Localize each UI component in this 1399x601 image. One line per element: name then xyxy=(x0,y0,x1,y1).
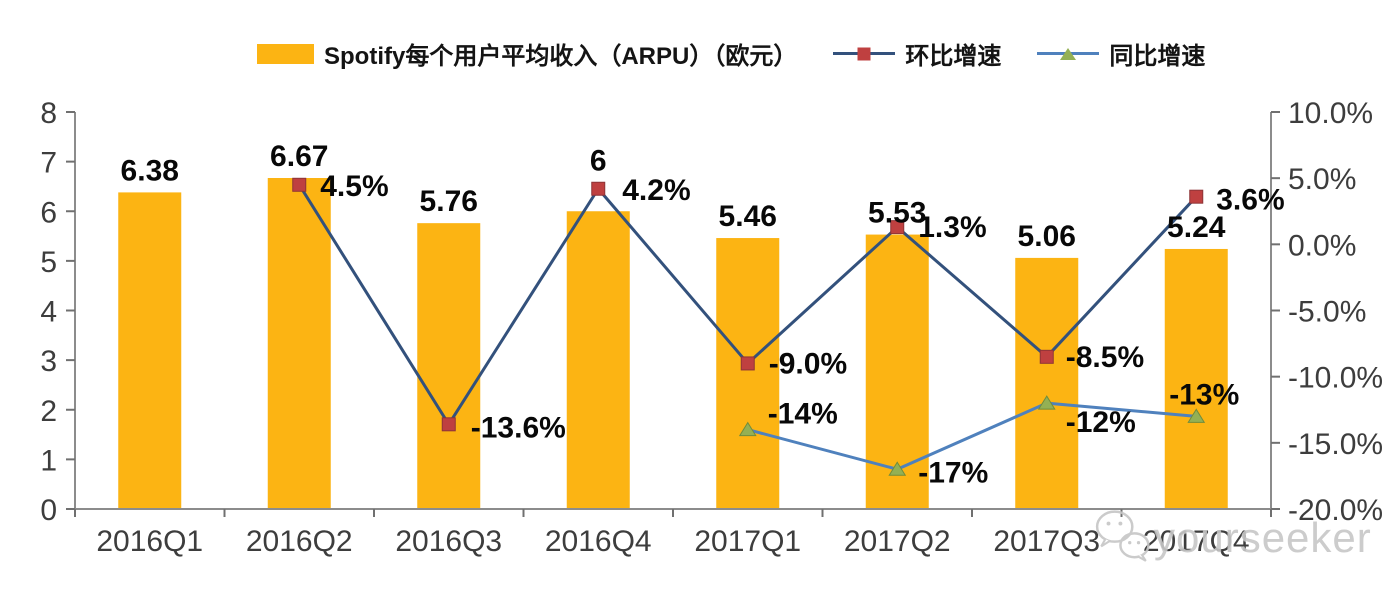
x-label-2017Q2: 2017Q2 xyxy=(844,525,951,558)
triangle-marker-icon xyxy=(738,421,757,437)
line-triangle-swatch-icon xyxy=(1037,44,1100,64)
x-label-2017Q3: 2017Q3 xyxy=(993,525,1100,558)
legend-item-qoq-growth: 环比增速 xyxy=(833,36,1001,71)
x-label-2016Q2: 2016Q2 xyxy=(246,525,353,558)
left-axis-tick-label: 2 xyxy=(40,395,57,428)
square-marker-icon xyxy=(1039,349,1054,364)
point-label-环比增速: 4.5% xyxy=(320,170,388,203)
x-label-2016Q4: 2016Q4 xyxy=(545,525,652,558)
square-marker-icon xyxy=(890,220,905,235)
left-axis-tick-label: 3 xyxy=(40,345,57,378)
triangle-marker-icon xyxy=(1060,47,1077,60)
x-label-2017Q4: 2017Q4 xyxy=(1143,525,1250,558)
right-axis-tick-label: -5.0% xyxy=(1288,296,1366,329)
legend-label-arpu: Spotify每个用户平均收入（ARPU）（欧元） xyxy=(324,43,798,70)
right-axis-tick-label: 5.0% xyxy=(1288,163,1356,196)
bar-label-2016Q2: 6.67 xyxy=(270,140,328,173)
square-marker-icon xyxy=(591,181,606,196)
line-square-swatch-icon xyxy=(833,44,896,64)
point-label-同比增速: -17% xyxy=(918,456,988,489)
triangle-marker-icon xyxy=(888,461,907,476)
square-marker-icon xyxy=(292,177,307,192)
legend-label-qoq: 环比增速 xyxy=(905,43,1002,70)
right-axis-tick-label: 0.0% xyxy=(1288,229,1356,262)
chart-legend: Spotify每个用户平均收入（ARPU）（欧元） 环比增速 同比增速 xyxy=(257,36,1205,71)
bar-2017Q4 xyxy=(1164,248,1228,509)
x-label-2017Q1: 2017Q1 xyxy=(694,525,801,558)
bar-2016Q2 xyxy=(267,178,331,509)
square-marker-icon xyxy=(1189,189,1204,204)
watermark-text: yourseeker xyxy=(1154,514,1372,561)
legend-label-yoy: 同比增速 xyxy=(1109,43,1206,70)
bar-label-2017Q3: 5.06 xyxy=(1018,220,1076,253)
wechat-icon xyxy=(1095,510,1150,562)
bar-2016Q1 xyxy=(118,192,182,509)
point-label-环比增速: -9.0% xyxy=(769,347,847,380)
bar-label-2017Q4: 5.24 xyxy=(1167,211,1226,244)
bar-2017Q1 xyxy=(716,238,780,510)
right-axis-tick-label: -10.0% xyxy=(1288,362,1383,395)
point-label-同比增速: -14% xyxy=(768,398,838,431)
left-axis-tick-label: 0 xyxy=(40,494,57,527)
legend-item-arpu: Spotify每个用户平均收入（ARPU）（欧元） xyxy=(257,36,797,71)
point-label-环比增速: 3.6% xyxy=(1216,184,1284,217)
left-axis-tick-label: 5 xyxy=(40,246,57,279)
point-label-同比增速: -12% xyxy=(1066,406,1136,439)
square-marker-icon xyxy=(857,47,871,60)
x-label-2016Q1: 2016Q1 xyxy=(96,525,203,558)
triangle-marker-icon xyxy=(1187,408,1206,423)
bar-2016Q3 xyxy=(417,223,481,509)
bar-2016Q4 xyxy=(566,211,630,509)
right-axis-tick-label: 10.0% xyxy=(1288,97,1373,130)
bar-label-2016Q3: 5.76 xyxy=(420,185,478,218)
right-axis-tick-label: -20.0% xyxy=(1288,494,1383,527)
line-同比增速 xyxy=(747,401,1197,471)
point-label-环比增速: -8.5% xyxy=(1066,341,1144,374)
square-marker-icon xyxy=(740,356,755,371)
bar-2017Q3 xyxy=(1015,257,1079,509)
bar-label-2016Q4: 6 xyxy=(590,144,607,177)
left-axis-tick-label: 1 xyxy=(40,444,57,477)
point-label-环比增速: 4.2% xyxy=(622,174,690,207)
bar-label-2016Q1: 6.38 xyxy=(121,154,179,187)
triangle-marker-icon xyxy=(1037,395,1056,410)
point-label-环比增速: -13.6% xyxy=(471,411,566,444)
left-axis-tick-label: 7 xyxy=(40,147,57,180)
left-axis-tick-label: 4 xyxy=(40,296,57,329)
bar-swatch-icon xyxy=(257,43,314,64)
point-label-环比增速: 1.3% xyxy=(918,211,986,244)
point-label-同比增速: -13% xyxy=(1169,378,1239,411)
square-marker-icon xyxy=(441,417,456,432)
bar-label-2017Q2: 5.53 xyxy=(868,197,926,230)
left-axis-tick-label: 8 xyxy=(40,97,57,130)
watermark: yourseeker xyxy=(1094,509,1372,567)
right-axis-tick-label: -15.0% xyxy=(1288,428,1383,461)
legend-item-yoy-growth: 同比增速 xyxy=(1037,36,1205,71)
left-axis-tick-label: 6 xyxy=(40,196,57,229)
bar-label-2017Q1: 5.46 xyxy=(719,200,777,233)
x-label-2016Q3: 2016Q3 xyxy=(395,525,502,558)
